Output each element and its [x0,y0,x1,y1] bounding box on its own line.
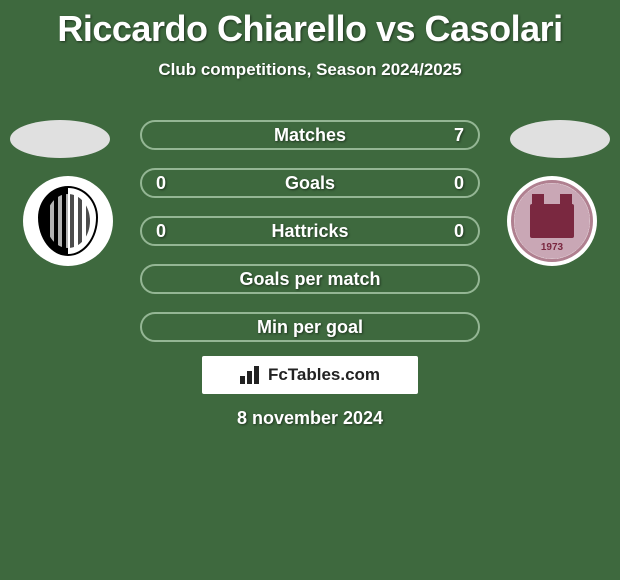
bar-chart-icon [240,366,262,384]
stat-row: Min per goal [140,312,480,342]
brand-badge: FcTables.com [202,356,418,394]
stat-label: Matches [176,125,444,146]
stat-label: Goals per match [176,269,444,290]
stat-row: Matches 7 [140,120,480,150]
stat-row: 0 Goals 0 [140,168,480,198]
stat-row: Goals per match [140,264,480,294]
team-right-badge: 1973 [507,176,597,266]
page-title: Riccardo Chiarello vs Casolari [0,0,620,50]
stat-right-value: 0 [444,173,464,194]
cesena-crest-icon [38,186,98,256]
team-left-badge [23,176,113,266]
stats-container: Matches 7 0 Goals 0 0 Hattricks 0 Goals … [140,120,480,342]
stat-left-value: 0 [156,173,176,194]
brand-text: FcTables.com [268,365,380,385]
player-left-avatar [10,120,110,158]
team-right-year: 1973 [541,242,563,253]
stat-left-value: 0 [156,221,176,242]
stat-label: Hattricks [176,221,444,242]
stat-right-value: 7 [444,125,464,146]
player-right-avatar [510,120,610,158]
page-subtitle: Club competitions, Season 2024/2025 [0,60,620,80]
stat-label: Min per goal [176,317,444,338]
castle-icon [530,204,574,238]
stat-row: 0 Hattricks 0 [140,216,480,246]
stat-right-value: 0 [444,221,464,242]
date-label: 8 november 2024 [0,408,620,429]
cittadella-crest-icon: 1973 [511,180,593,262]
stat-label: Goals [176,173,444,194]
